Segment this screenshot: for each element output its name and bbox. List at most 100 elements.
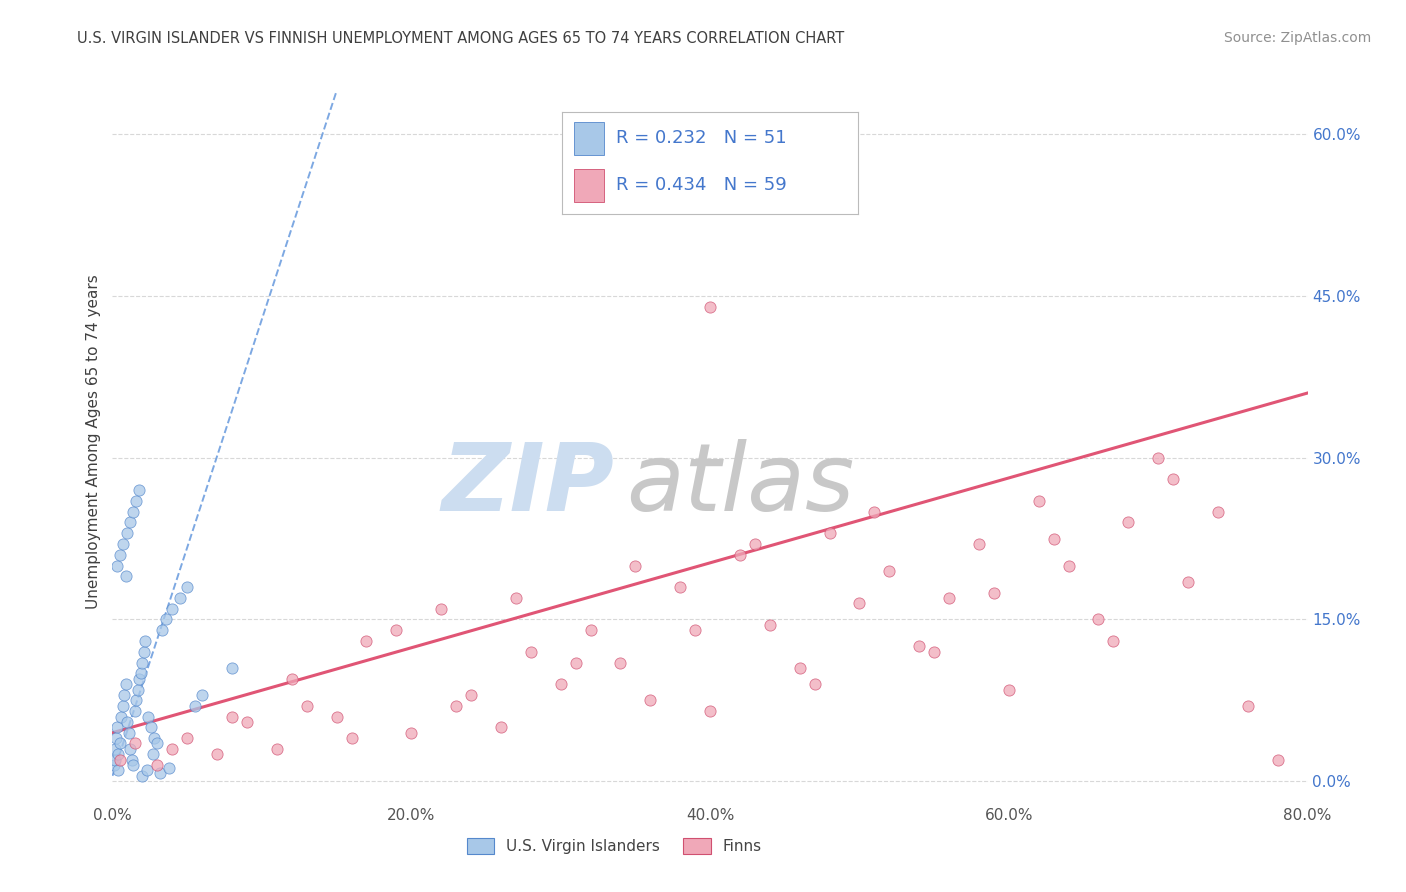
- Y-axis label: Unemployment Among Ages 65 to 74 years: Unemployment Among Ages 65 to 74 years: [86, 274, 101, 609]
- Point: [191, 688, 214, 702]
- Point: [340, 731, 363, 745]
- Point: [107, 747, 129, 762]
- Point: [564, 656, 586, 670]
- Point: [157, 761, 180, 775]
- Point: [938, 591, 960, 605]
- Point: [728, 548, 751, 562]
- Point: [176, 731, 198, 745]
- Point: [325, 709, 347, 723]
- Point: [266, 742, 288, 756]
- Point: [110, 709, 132, 723]
- Point: [120, 742, 142, 756]
- Point: [489, 720, 512, 734]
- Point: [115, 677, 138, 691]
- Point: [124, 704, 146, 718]
- Point: [1161, 472, 1184, 486]
- Point: [108, 753, 131, 767]
- Point: [143, 731, 166, 745]
- Point: [281, 672, 304, 686]
- Point: [1118, 516, 1140, 530]
- Point: [127, 682, 149, 697]
- Point: [134, 634, 156, 648]
- Text: R = 0.232   N = 51: R = 0.232 N = 51: [616, 129, 786, 147]
- Point: [117, 526, 139, 541]
- Point: [108, 548, 131, 562]
- Point: [125, 493, 148, 508]
- Point: [967, 537, 990, 551]
- Text: R = 0.434   N = 59: R = 0.434 N = 59: [616, 177, 786, 194]
- Point: [104, 742, 127, 756]
- Point: [205, 747, 228, 762]
- Point: [922, 645, 945, 659]
- Legend: U.S. Virgin Islanders, Finns: U.S. Virgin Islanders, Finns: [461, 832, 768, 860]
- Point: [789, 661, 811, 675]
- Point: [401, 725, 423, 739]
- Point: [683, 624, 706, 638]
- Point: [1057, 558, 1080, 573]
- Point: [107, 764, 129, 778]
- Point: [115, 569, 138, 583]
- Point: [117, 714, 139, 729]
- Point: [141, 720, 163, 734]
- Point: [162, 601, 183, 615]
- Point: [146, 758, 169, 772]
- Point: [983, 585, 1005, 599]
- Point: [1087, 612, 1109, 626]
- Point: [120, 516, 142, 530]
- Point: [114, 688, 135, 702]
- Point: [759, 618, 782, 632]
- Point: [236, 714, 259, 729]
- Point: [640, 693, 662, 707]
- Point: [818, 526, 841, 541]
- Point: [1206, 505, 1229, 519]
- Point: [129, 666, 152, 681]
- Bar: [574, 169, 603, 202]
- Point: [150, 624, 173, 638]
- Point: [162, 742, 183, 756]
- Point: [183, 698, 205, 713]
- Text: ZIP: ZIP: [441, 439, 614, 531]
- Point: [803, 677, 825, 691]
- Point: [385, 624, 408, 638]
- Point: [128, 483, 150, 497]
- Point: [520, 645, 543, 659]
- Point: [1237, 698, 1260, 713]
- Point: [430, 601, 453, 615]
- Point: [125, 693, 148, 707]
- Text: U.S. VIRGIN ISLANDER VS FINNISH UNEMPLOYMENT AMONG AGES 65 TO 74 YEARS CORRELATI: U.S. VIRGIN ISLANDER VS FINNISH UNEMPLOY…: [77, 31, 845, 46]
- Point: [149, 765, 172, 780]
- Point: [609, 656, 631, 670]
- Point: [579, 624, 602, 638]
- Point: [131, 656, 153, 670]
- Point: [356, 634, 378, 648]
- Point: [105, 731, 128, 745]
- Point: [1028, 493, 1050, 508]
- Point: [550, 677, 572, 691]
- Point: [1042, 532, 1064, 546]
- Point: [699, 704, 721, 718]
- Point: [146, 737, 169, 751]
- Point: [1267, 753, 1289, 767]
- Point: [879, 564, 901, 578]
- Point: [135, 764, 157, 778]
- Point: [128, 672, 150, 686]
- Point: [142, 747, 165, 762]
- Text: Source: ZipAtlas.com: Source: ZipAtlas.com: [1223, 31, 1371, 45]
- Point: [132, 645, 155, 659]
- Point: [908, 640, 931, 654]
- Text: atlas: atlas: [627, 440, 855, 531]
- Point: [744, 537, 766, 551]
- Point: [111, 698, 134, 713]
- Point: [155, 612, 177, 626]
- Point: [103, 758, 125, 772]
- Point: [169, 591, 191, 605]
- Point: [111, 537, 134, 551]
- Point: [505, 591, 527, 605]
- Point: [221, 709, 243, 723]
- Point: [104, 753, 127, 767]
- Point: [699, 300, 721, 314]
- Point: [624, 558, 647, 573]
- Point: [998, 682, 1021, 697]
- Point: [1177, 574, 1199, 589]
- Point: [122, 505, 145, 519]
